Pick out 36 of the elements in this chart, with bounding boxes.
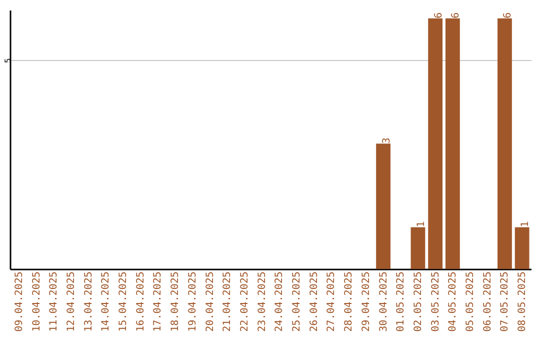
data-label: 6	[450, 12, 462, 18]
x-tick-label: 27.04.2025	[326, 272, 338, 332]
x-tick-label: 11.04.2025	[48, 272, 60, 332]
x-tick-label: 07.05.2025	[500, 272, 511, 332]
x-tick-label: 30.04.2025	[378, 272, 390, 332]
x-tick-label: 06.05.2025	[482, 272, 494, 332]
x-tick-label: 28.04.2025	[344, 272, 355, 332]
x-tick-label: 02.05.2025	[412, 272, 424, 332]
x-tick-label: 29.04.2025	[360, 272, 372, 332]
x-tick-label: 01.05.2025	[396, 272, 407, 332]
data-label: 1	[520, 221, 532, 228]
x-tick-label: 15.04.2025	[118, 272, 130, 332]
x-tick-label: 20.04.2025	[204, 272, 216, 332]
x-tick-label: 03.05.2025	[430, 272, 442, 332]
x-tick-label: 25.04.2025	[292, 272, 303, 332]
x-tick-label: 21.04.2025	[222, 272, 234, 332]
x-tick-label: 26.04.2025	[308, 272, 320, 332]
data-label: 3	[381, 138, 392, 144]
x-tick-label: 05.05.2025	[465, 272, 476, 332]
x-tick-label: 24.04.2025	[274, 272, 286, 332]
x-tick-label: 19.04.2025	[187, 272, 198, 332]
x-tick-label: 09.04.2025	[14, 272, 25, 332]
x-tick-label: 22.04.2025	[239, 272, 250, 332]
x-tick-label: 23.04.2025	[256, 272, 268, 332]
x-tick-label: 10.04.2025	[31, 272, 42, 332]
x-tick-label: 12.04.2025	[66, 272, 77, 332]
x-tick-label: 16.04.2025	[135, 272, 146, 332]
x-tick-label: 14.04.2025	[100, 272, 112, 332]
data-label: 6	[433, 12, 444, 18]
x-tick-label: 08.05.2025	[517, 272, 528, 332]
x-tick-label: 18.04.2025	[170, 272, 182, 332]
data-label: 6	[502, 12, 514, 18]
x-tick-label: 04.05.2025	[448, 272, 459, 332]
x-tick-label: 17.04.2025	[152, 272, 164, 332]
x-tick-label: 13.04.2025	[83, 272, 94, 332]
data-label: 1	[416, 221, 427, 228]
